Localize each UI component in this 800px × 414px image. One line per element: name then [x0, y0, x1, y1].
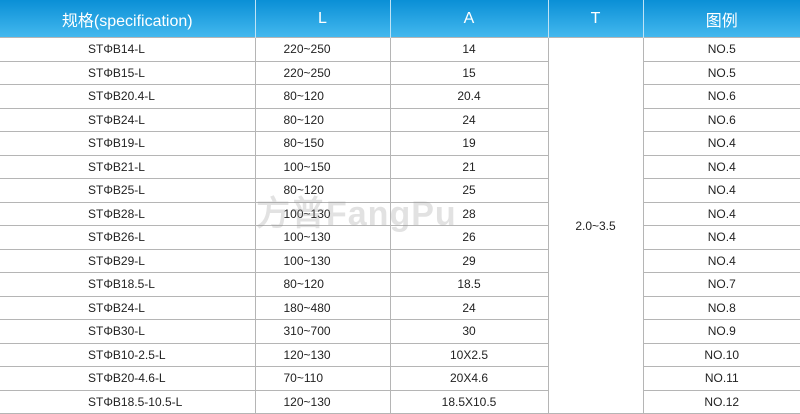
table-row: STΦB18.5-L 80~120 18.5 NO.7	[0, 272, 800, 297]
cell-a: 25	[389, 178, 549, 203]
cell-spec: STΦB25-L	[0, 178, 256, 203]
table-row: STΦB25-L 80~120 25 NO.4	[0, 178, 800, 203]
cell-a: 14	[389, 37, 549, 62]
table-row: STΦB24-L 180~480 24 NO.8	[0, 295, 800, 320]
cell-l: 80~120	[254, 107, 391, 132]
cell-spec: STΦB21-L	[0, 154, 256, 179]
cell-l: 180~480	[254, 295, 391, 320]
header-a: A	[390, 0, 549, 38]
cell-spec: STΦB20-4.6-L	[0, 366, 256, 391]
table-row: STΦB26-L 100~130 26 NO.4	[0, 225, 800, 250]
cell-l: 220~250	[254, 60, 391, 85]
cell-a: 19	[389, 131, 549, 156]
header-spec: 规格(specification)	[0, 0, 256, 38]
cell-spec: STΦB26-L	[0, 225, 256, 250]
cell-a: 28	[389, 201, 549, 226]
cell-spec: STΦB28-L	[0, 201, 256, 226]
cell-spec: STΦB14-L	[0, 37, 256, 62]
cell-figure: NO.11	[642, 366, 800, 391]
cell-l: 100~130	[254, 225, 391, 250]
cell-a: 21	[389, 154, 549, 179]
cell-spec: STΦB29-L	[0, 248, 256, 273]
table-row: STΦB24-L 80~120 24 NO.6	[0, 107, 800, 132]
cell-l: 70~110	[254, 366, 391, 391]
cell-figure: NO.10	[642, 342, 800, 367]
table-row: STΦB14-L 220~250 14 2.0~3.5 NO.5	[0, 37, 800, 414]
cell-figure: NO.7	[642, 272, 800, 297]
cell-a: 10X2.5	[389, 342, 549, 367]
cell-l: 80~120	[254, 178, 391, 203]
cell-t: 2.0~3.5	[547, 37, 644, 414]
cell-figure: NO.5	[642, 60, 800, 85]
table-row: STΦB19-L 80~150 19 NO.4	[0, 131, 800, 156]
cell-l: 100~150	[254, 154, 391, 179]
header-figure: 图例	[643, 0, 800, 38]
cell-spec: STΦB24-L	[0, 107, 256, 132]
table-row: STΦB10-2.5-L 120~130 10X2.5 NO.10	[0, 342, 800, 367]
cell-a: 29	[389, 248, 549, 273]
table-row: STΦB15-L 220~250 15 NO.5	[0, 60, 800, 85]
cell-figure: NO.4	[642, 178, 800, 203]
cell-a: 20X4.6	[389, 366, 549, 391]
cell-figure: NO.5	[642, 37, 800, 62]
cell-a: 26	[389, 225, 549, 250]
cell-figure: NO.4	[642, 225, 800, 250]
cell-a: 24	[389, 107, 549, 132]
cell-l: 120~130	[254, 342, 391, 367]
cell-figure: NO.4	[642, 248, 800, 273]
cell-figure: NO.8	[642, 295, 800, 320]
cell-l: 80~150	[254, 131, 391, 156]
cell-figure: NO.6	[642, 107, 800, 132]
table-row: STΦB20-4.6-L 70~110 20X4.6 NO.11	[0, 366, 800, 391]
cell-a: 18.5X10.5	[389, 389, 549, 414]
cell-spec: STΦB30-L	[0, 319, 256, 344]
table-row: STΦB20.4-L 80~120 20.4 NO.6	[0, 84, 800, 109]
table-row: STΦB18.5-10.5-L 120~130 18.5X10.5 NO.12	[0, 389, 800, 414]
cell-spec: STΦB20.4-L	[0, 84, 256, 109]
table-row: STΦB30-L 310~700 30 NO.9	[0, 319, 800, 344]
cell-a: 30	[389, 319, 549, 344]
cell-a: 20.4	[389, 84, 549, 109]
cell-l: 310~700	[254, 319, 391, 344]
cell-l: 80~120	[254, 84, 391, 109]
cell-figure: NO.9	[642, 319, 800, 344]
cell-spec: STΦB10-2.5-L	[0, 342, 256, 367]
header-t: T	[548, 0, 644, 38]
table-row: STΦB29-L 100~130 29 NO.4	[0, 248, 800, 273]
cell-figure: NO.4	[642, 131, 800, 156]
cell-figure: NO.4	[642, 154, 800, 179]
cell-a: 15	[389, 60, 549, 85]
table-row: STΦB28-L 100~130 28 NO.4	[0, 201, 800, 226]
cell-l: 100~130	[254, 201, 391, 226]
cell-l: 100~130	[254, 248, 391, 273]
cell-l: 120~130	[254, 389, 391, 414]
cell-figure: NO.6	[642, 84, 800, 109]
cell-a: 18.5	[389, 272, 549, 297]
cell-l: 220~250	[254, 37, 391, 62]
cell-spec: STΦB24-L	[0, 295, 256, 320]
cell-spec: STΦB18.5-L	[0, 272, 256, 297]
cell-spec: STΦB19-L	[0, 131, 256, 156]
table-row: STΦB21-L 100~150 21 NO.4	[0, 154, 800, 179]
cell-spec: STΦB18.5-10.5-L	[0, 389, 256, 414]
cell-a: 24	[389, 295, 549, 320]
header-l: L	[255, 0, 391, 38]
cell-spec: STΦB15-L	[0, 60, 256, 85]
cell-figure: NO.4	[642, 201, 800, 226]
cell-figure: NO.12	[642, 389, 800, 414]
cell-l: 80~120	[254, 272, 391, 297]
header-row: 规格(specification) L A T 图例	[0, 0, 800, 38]
